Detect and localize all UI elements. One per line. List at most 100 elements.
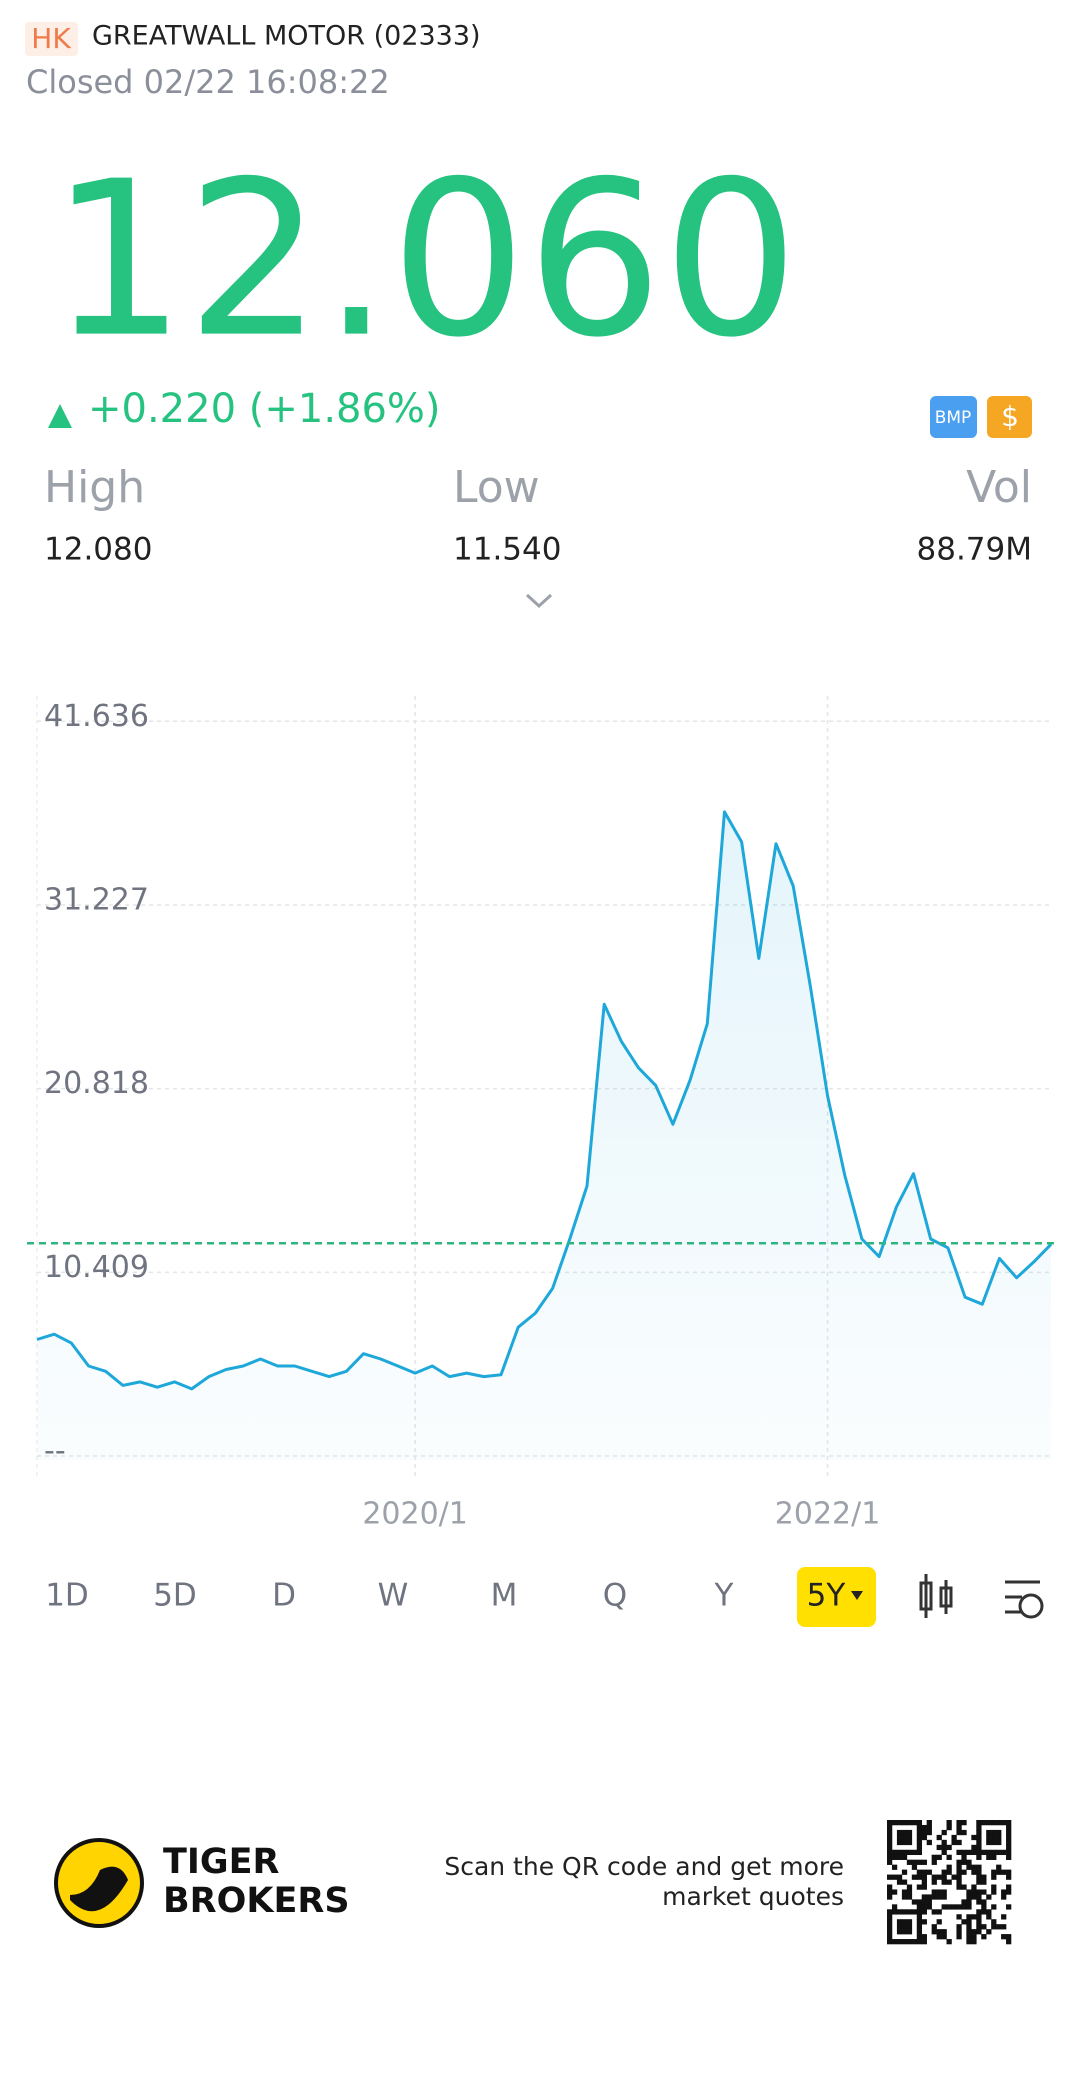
qr-module — [911, 1820, 918, 1826]
qr-module — [901, 1894, 908, 1900]
qr-module — [891, 1904, 898, 1910]
qr-module — [1006, 1904, 1012, 1910]
qr-module — [887, 1874, 893, 1880]
qr-module — [976, 1849, 982, 1856]
qr-module — [887, 1919, 893, 1925]
x-tick-label: 2020/1 — [362, 1497, 468, 1532]
qr-module — [921, 1899, 927, 1905]
qr-module — [916, 1844, 923, 1851]
qr-module — [946, 1824, 952, 1831]
stat-value: 88.79M — [917, 532, 1033, 568]
qr-module — [976, 1909, 982, 1915]
qr-module — [976, 1824, 982, 1831]
qr-module — [896, 1820, 903, 1826]
stat-label: Vol — [966, 462, 1032, 513]
qr-module — [941, 1844, 947, 1851]
qr-module — [887, 1854, 893, 1860]
qr-module — [887, 1849, 893, 1856]
qr-module — [976, 1919, 982, 1925]
qr-module — [916, 1899, 923, 1905]
qr-module — [941, 1849, 947, 1856]
period-tab[interactable]: 5D — [153, 1578, 197, 1614]
qr-module — [916, 1824, 923, 1831]
qr-module — [971, 1934, 977, 1940]
qr-module — [916, 1904, 923, 1910]
qr-module — [976, 1894, 982, 1900]
qr-module — [896, 1924, 903, 1930]
qr-code — [887, 1820, 1012, 1945]
qr-module — [966, 1929, 972, 1935]
qr-module — [1001, 1924, 1007, 1930]
qr-module — [1001, 1894, 1007, 1900]
qr-module — [926, 1869, 932, 1875]
qr-module — [916, 1939, 923, 1945]
qr-module — [891, 1820, 898, 1826]
qr-module — [981, 1820, 987, 1826]
qr-module — [921, 1834, 927, 1841]
qr-module — [887, 1939, 893, 1945]
period-tab[interactable]: Q — [603, 1578, 627, 1614]
qr-module — [951, 1904, 957, 1910]
qr-module — [966, 1924, 972, 1930]
qr-module — [981, 1879, 987, 1885]
qr-module — [906, 1939, 913, 1945]
qr-module — [941, 1929, 947, 1935]
qr-module — [981, 1934, 987, 1940]
qr-module — [956, 1874, 962, 1880]
qr-module — [926, 1824, 932, 1831]
qr-module — [931, 1859, 937, 1865]
qr-module — [971, 1929, 977, 1935]
market-badge — [25, 22, 78, 56]
qr-module — [911, 1859, 918, 1865]
qr-module — [986, 1909, 992, 1915]
qr-module — [961, 1899, 967, 1905]
qr-module — [891, 1889, 898, 1895]
qr-module — [921, 1859, 927, 1865]
qr-module — [966, 1914, 972, 1920]
period-tab[interactable]: 5Y — [807, 1578, 846, 1614]
qr-module — [931, 1929, 937, 1935]
qr-module — [916, 1934, 923, 1940]
period-tab[interactable]: 1D — [45, 1578, 89, 1614]
qr-module — [986, 1849, 992, 1856]
qr-module — [931, 1874, 937, 1880]
qr-module — [971, 1834, 977, 1841]
qr-module — [991, 1924, 997, 1930]
qr-module — [1006, 1829, 1012, 1836]
qr-module — [966, 1899, 972, 1905]
qr-module — [976, 1834, 982, 1841]
qr-module — [976, 1820, 982, 1826]
qr-module — [1006, 1849, 1012, 1856]
qr-module — [916, 1849, 923, 1856]
qr-module — [996, 1869, 1002, 1875]
qr-module — [901, 1849, 908, 1856]
qr-module — [946, 1854, 952, 1860]
badge — [987, 396, 1032, 438]
qr-module — [916, 1874, 923, 1880]
qr-module — [916, 1859, 923, 1865]
settings-icon — [1018, 1593, 1044, 1619]
qr-module — [901, 1839, 908, 1846]
period-tab[interactable]: Y — [714, 1578, 734, 1614]
qr-module — [906, 1849, 913, 1856]
period-tab[interactable]: W — [378, 1578, 409, 1614]
period-tab[interactable]: M — [491, 1578, 518, 1614]
qr-module — [931, 1909, 937, 1915]
qr-module — [956, 1869, 962, 1875]
qr-module — [996, 1834, 1002, 1841]
qr-module — [956, 1829, 962, 1836]
qr-module — [996, 1820, 1002, 1826]
qr-module — [1006, 1820, 1012, 1826]
qr-module — [936, 1929, 942, 1935]
qr-module — [906, 1919, 913, 1925]
qr-module — [887, 1894, 893, 1900]
qr-module — [991, 1834, 997, 1841]
qr-module — [996, 1839, 1002, 1846]
qr-module — [891, 1939, 898, 1945]
qr-module — [976, 1874, 982, 1880]
qr-module — [976, 1854, 982, 1860]
qr-module — [951, 1839, 957, 1846]
expand-chevron[interactable] — [525, 593, 553, 609]
qr-module — [931, 1924, 937, 1930]
period-tab[interactable]: D — [272, 1578, 296, 1614]
